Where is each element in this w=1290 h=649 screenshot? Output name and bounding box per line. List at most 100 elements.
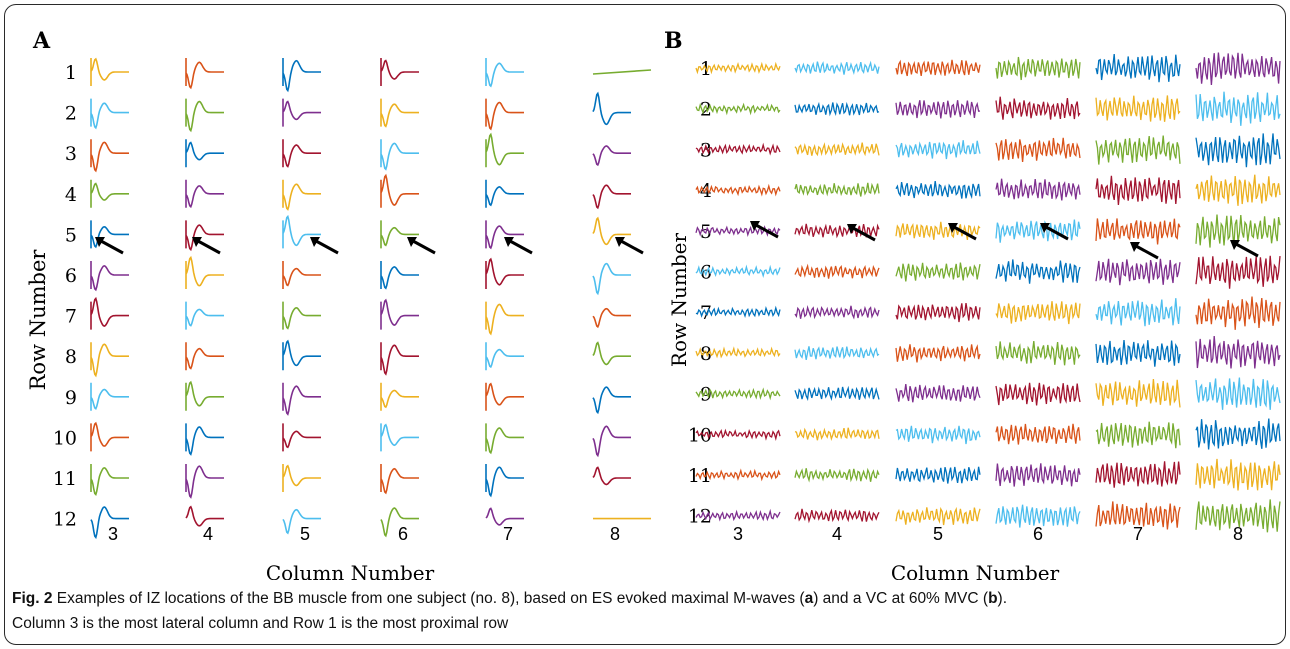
figure-caption: Fig. 2 Examples of IZ locations of the B…: [12, 586, 1278, 636]
panel-a-trace: [380, 464, 419, 495]
panel-a-trace: [380, 98, 419, 128]
panel-b-trace: [895, 506, 981, 526]
panel-b-trace: [895, 384, 981, 403]
panel-a-trace: [592, 91, 631, 126]
panel-b-trace: [895, 302, 981, 323]
panel-b-trace: [695, 61, 781, 75]
panel-b-trace: [1195, 255, 1281, 289]
panel-a-trace: [90, 506, 129, 540]
panel-b-trace: [1095, 379, 1181, 408]
iz-arrow: [755, 223, 779, 239]
panelA-row-label: 9: [65, 387, 77, 409]
panel-a-trace: [592, 69, 652, 75]
panel-a-trace: [185, 255, 224, 289]
panel-a-traces: [90, 57, 652, 540]
panel-a-trace: [380, 139, 419, 171]
panel-a-trace: [185, 220, 224, 252]
panel-b-trace: [1195, 458, 1281, 491]
panel-b-column-labels: 3 4 5 6 7 8: [733, 524, 1243, 544]
panel-a-trace: [282, 214, 321, 249]
panel-a-trace: [380, 298, 419, 330]
panel-b-trace: [1195, 377, 1281, 410]
panel-a-trace: [380, 220, 419, 249]
panel-a-x-axis-label: Column Number: [266, 561, 435, 580]
panel-a-trace: [282, 464, 321, 492]
panel-b-trace: [794, 60, 880, 75]
panelB-column-label: 5: [933, 524, 943, 544]
panel-a-trace: [592, 386, 631, 415]
iz-arrow-head: [615, 237, 625, 247]
iz-arrow: [1135, 244, 1159, 260]
panel-b-trace: [1095, 175, 1181, 205]
panel-a-trace: [282, 339, 321, 371]
panel-a-trace: [592, 466, 631, 486]
panelA-row-label: 12: [53, 509, 77, 531]
panel-a-trace: [90, 179, 129, 208]
panel-b-trace: [1095, 218, 1181, 245]
panel-b-trace: [1195, 296, 1281, 330]
panel-a-trace: [592, 145, 631, 167]
iz-arrow-head: [95, 237, 105, 247]
panelB-column-label: 4: [832, 524, 842, 544]
panel-a: A Row Number Column Number 1234567891011…: [26, 28, 652, 580]
iz-arrow-head: [1040, 223, 1050, 233]
panel-b-trace: [1095, 421, 1181, 449]
panel-a-arrows: [95, 237, 644, 255]
panel-b-trace: [995, 382, 1081, 406]
iz-arrow-head: [847, 224, 857, 234]
panel-b: B Row Number Column Number 1234567891011…: [664, 28, 1281, 580]
panel-a-trace: [485, 382, 524, 411]
caption-text-3: ).: [997, 590, 1007, 607]
panel-b-trace: [794, 305, 880, 320]
panel-a-trace: [485, 257, 524, 289]
panelA-row-label: 7: [65, 306, 77, 328]
panelA-row-label: 11: [53, 468, 77, 490]
iz-arrow: [953, 225, 977, 241]
panel-a-trace: [90, 57, 129, 86]
panel-a-trace: [90, 382, 129, 411]
panel-b-trace: [1095, 95, 1181, 122]
panelB-row-label: 4: [700, 180, 712, 202]
panelB-row-label: 8: [700, 343, 712, 365]
iz-arrow: [315, 239, 339, 255]
panel-b-trace: [995, 137, 1081, 163]
panel-a-trace: [282, 98, 321, 127]
panel-b-trace: [1095, 298, 1181, 327]
panel-a-trace: [185, 505, 224, 527]
panelB-column-label: 8: [1233, 524, 1243, 544]
panel-b-trace: [995, 96, 1081, 120]
panel-b-trace: [695, 102, 781, 116]
panel-b-x-axis-label: Column Number: [891, 561, 1060, 580]
caption-text-2: ) and a VC at 60% MVC (: [813, 590, 989, 607]
panel-b-trace: [695, 183, 781, 197]
panelA-row-label: 5: [65, 224, 77, 246]
panel-b-trace: [895, 344, 981, 363]
panel-a-trace: [282, 179, 321, 211]
panel-a-y-axis-label: Row Number: [26, 249, 50, 391]
panel-b-trace: [695, 346, 781, 359]
iz-arrow: [852, 226, 876, 242]
iz-arrow-head: [504, 237, 514, 247]
panel-b-trace: [794, 101, 880, 117]
panel-a-trace: [282, 423, 321, 452]
panel-b-arrows: [750, 221, 1259, 260]
panelB-column-label: 6: [1033, 524, 1043, 544]
iz-arrow-head: [1130, 242, 1140, 252]
panel-b-trace: [695, 305, 781, 318]
panelB-row-label: 2: [700, 99, 712, 121]
panelA-column-label: 8: [610, 524, 620, 544]
caption-figure-label: Fig. 2: [12, 590, 53, 607]
panel-b-trace: [695, 387, 781, 401]
panel-a-trace: [485, 98, 524, 131]
panel-b-trace: [1195, 499, 1281, 533]
panel-b-trace: [1095, 461, 1181, 488]
panel-b-trace: [794, 223, 880, 239]
panel-a-trace: [90, 421, 129, 452]
panel-b-trace: [695, 264, 781, 279]
panel-a-trace: [485, 342, 524, 371]
panel-a-trace: [380, 261, 419, 290]
panel-b-trace: [895, 262, 981, 282]
panel-b-trace: [1095, 501, 1181, 530]
panel-a-trace: [282, 382, 321, 416]
